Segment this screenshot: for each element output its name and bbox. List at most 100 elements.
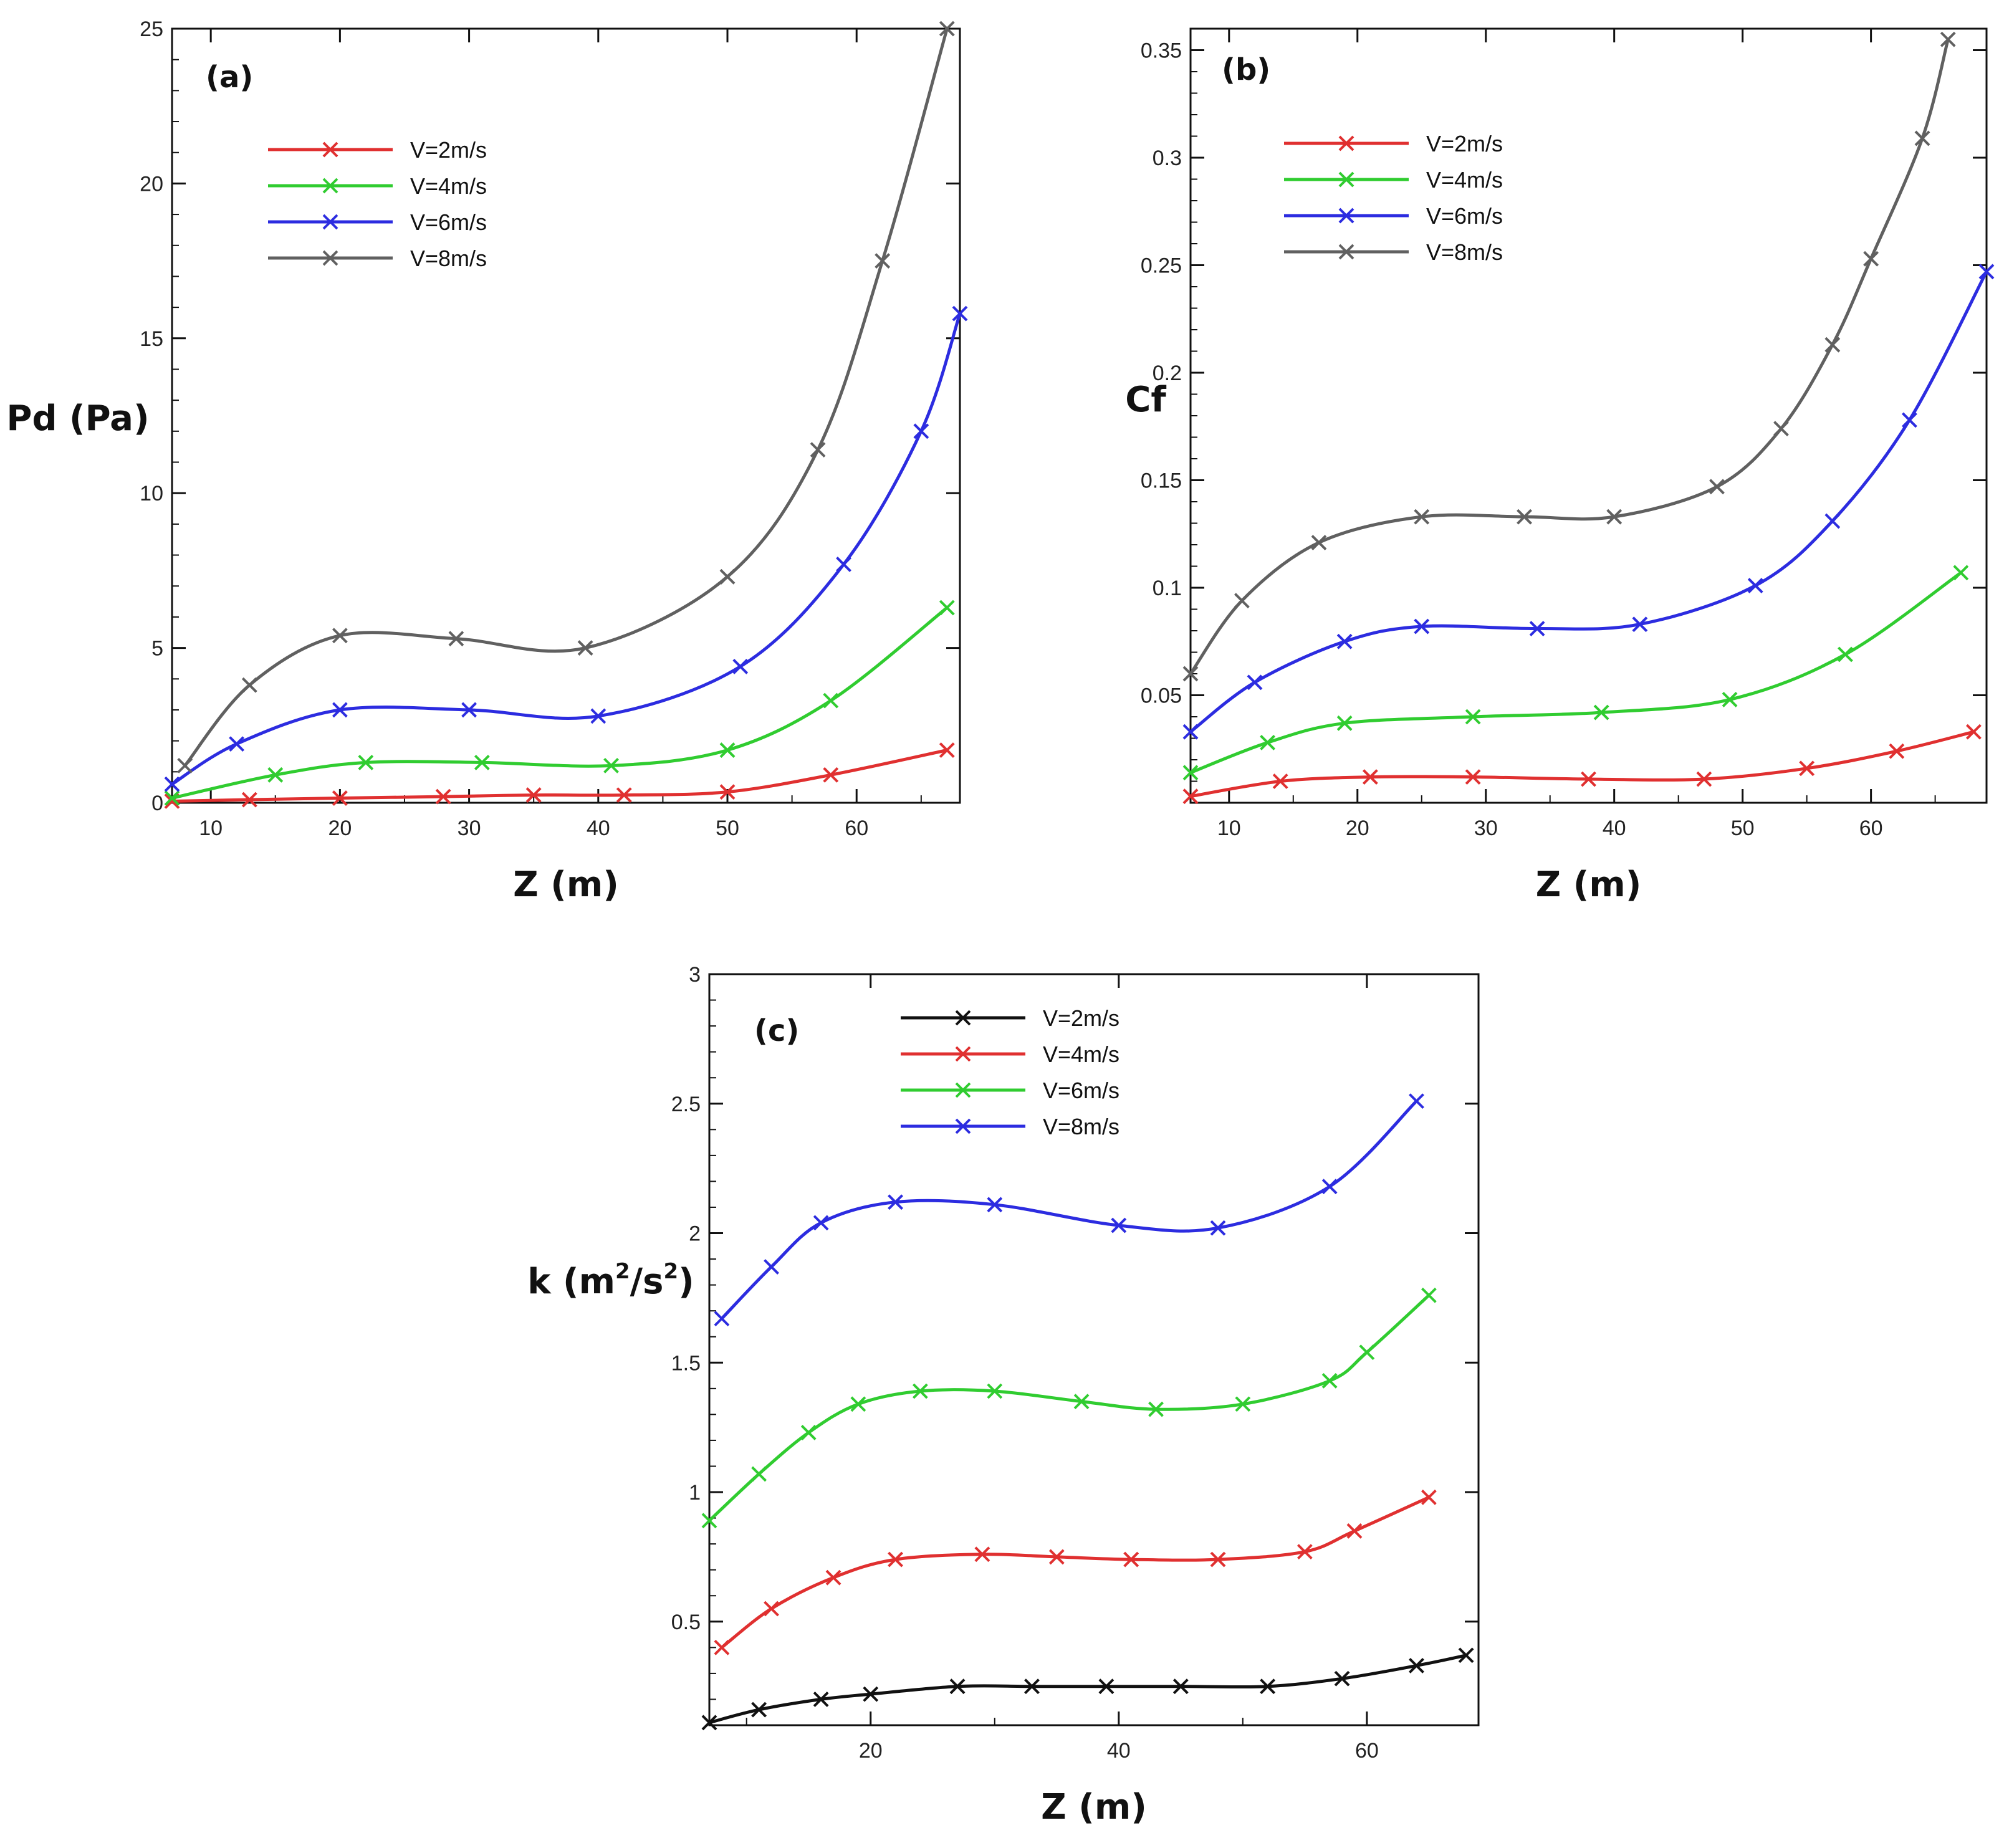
x-tick-label: 10 xyxy=(199,816,223,840)
data-point xyxy=(719,568,736,585)
data-point xyxy=(358,755,374,770)
legend-label: V=8m/s xyxy=(1043,1114,1119,1139)
data-point xyxy=(177,757,193,773)
data-point xyxy=(1234,593,1250,609)
data-point xyxy=(1799,760,1815,777)
data-point xyxy=(1722,691,1738,707)
y-axis-label: k (m2/s2) xyxy=(527,1259,694,1302)
legend-label: V=4m/s xyxy=(1426,167,1503,193)
legend-entry: V=6m/s xyxy=(268,209,487,235)
data-point xyxy=(825,1569,841,1586)
data-point xyxy=(1260,734,1275,750)
series-v-2m-s xyxy=(701,1647,1474,1731)
series-line xyxy=(1189,39,1950,675)
legend-label: V=6m/s xyxy=(410,209,487,235)
series-line xyxy=(721,1099,1418,1320)
data-point xyxy=(813,1692,829,1707)
data-point xyxy=(952,305,968,322)
data-point xyxy=(590,708,606,724)
legend-entry: V=8m/s xyxy=(268,246,487,271)
data-point xyxy=(1465,709,1481,725)
data-point xyxy=(1889,743,1905,759)
x-tick-label: 30 xyxy=(1474,816,1498,840)
data-point xyxy=(332,702,348,718)
legend-label: V=2m/s xyxy=(1426,131,1503,156)
panel-label: (c) xyxy=(754,1013,799,1048)
data-point xyxy=(1182,788,1199,805)
y-tick-label: 0.25 xyxy=(1141,254,1182,278)
data-point xyxy=(1773,421,1789,437)
series-line xyxy=(171,313,962,786)
legend-marker xyxy=(1338,171,1354,188)
legend-entry: V=2m/s xyxy=(901,1005,1119,1031)
data-point xyxy=(701,1513,717,1529)
data-point xyxy=(751,1466,767,1482)
data-point xyxy=(448,631,464,647)
plot-frame xyxy=(708,973,1480,1726)
legend-label: V=2m/s xyxy=(1043,1005,1119,1031)
legend-marker xyxy=(1338,135,1354,151)
data-point xyxy=(1409,1658,1424,1673)
legend-marker xyxy=(955,1010,971,1026)
y-tick-label: 0 xyxy=(151,792,163,815)
panel-c: 20 40 60 0.5 1 1.5 2 2.5 3 Z (m) k (m2/s2) (c) V=2m/… xyxy=(527,963,1480,1827)
data-point xyxy=(1696,771,1712,787)
x-tick-label: 30 xyxy=(458,816,481,840)
data-point xyxy=(1123,1551,1139,1568)
y-tick-label: 3 xyxy=(689,963,701,987)
data-point xyxy=(1458,1647,1474,1664)
data-point xyxy=(1581,771,1596,787)
data-point xyxy=(435,788,451,805)
series-v-4m-s xyxy=(164,600,955,806)
data-point xyxy=(1824,513,1841,529)
legend-label: V=4m/s xyxy=(410,173,487,199)
data-point xyxy=(1182,666,1199,682)
data-point xyxy=(863,1686,879,1702)
y-tick-label: 0.35 xyxy=(1141,39,1182,63)
data-point xyxy=(1359,1344,1375,1361)
y-tick-label: 0.5 xyxy=(671,1611,701,1634)
legend-entry: V=6m/s xyxy=(1284,203,1503,229)
legend-label: V=6m/s xyxy=(1426,203,1503,229)
data-point xyxy=(1978,264,1995,280)
data-point xyxy=(912,1383,928,1399)
data-point xyxy=(888,1194,903,1210)
y-tick-label: 0.3 xyxy=(1153,146,1182,170)
data-point xyxy=(1321,1372,1338,1389)
legend-entry: V=2m/s xyxy=(268,137,487,163)
series-line xyxy=(1190,571,1962,775)
x-tick-label: 60 xyxy=(845,816,868,840)
x-axis-label: Z (m) xyxy=(1041,1787,1147,1827)
data-point xyxy=(1073,1394,1090,1410)
y-tick-label: 1.5 xyxy=(671,1351,701,1375)
series-line xyxy=(708,1294,1431,1522)
legend-entry: V=4m/s xyxy=(1284,167,1503,193)
legend-entry: V=6m/s xyxy=(901,1078,1119,1103)
data-point xyxy=(474,755,490,770)
panel-label: (b) xyxy=(1222,52,1270,87)
legend-marker xyxy=(955,1118,971,1134)
data-point xyxy=(1709,479,1725,495)
legend-label: V=2m/s xyxy=(410,137,487,163)
x-tick-label: 60 xyxy=(1355,1739,1379,1763)
x-tick-label: 20 xyxy=(1346,816,1369,840)
data-point xyxy=(913,423,929,439)
data-point xyxy=(719,784,736,800)
series-v-8m-s xyxy=(177,21,955,773)
legend-entry: V=8m/s xyxy=(1284,239,1503,265)
x-tick-label: 50 xyxy=(1731,816,1755,840)
data-point xyxy=(1210,1551,1226,1568)
data-point xyxy=(987,1383,1003,1399)
data-point xyxy=(1336,633,1353,649)
data-point xyxy=(939,600,955,616)
legend-marker xyxy=(955,1046,971,1062)
data-point xyxy=(836,557,851,572)
data-point xyxy=(987,1197,1003,1213)
data-point xyxy=(1260,1678,1276,1695)
data-point xyxy=(813,1215,829,1231)
x-axis-label: Z (m) xyxy=(513,864,619,905)
data-point xyxy=(603,757,619,773)
x-tick-label: 40 xyxy=(587,816,610,840)
data-point xyxy=(1632,616,1648,633)
data-point xyxy=(332,790,348,806)
